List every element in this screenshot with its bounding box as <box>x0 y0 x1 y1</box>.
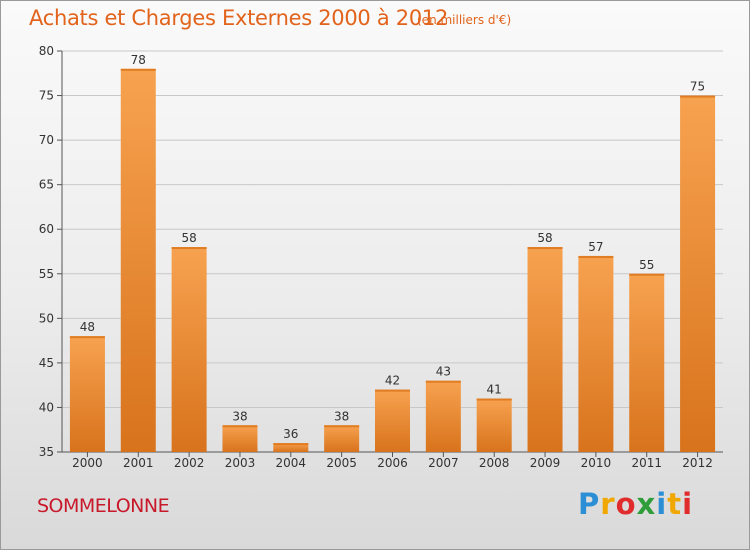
bar-value-label: 41 <box>487 383 502 397</box>
bar-top-edge <box>629 273 665 276</box>
bar-value-label: 57 <box>588 240 603 254</box>
x-tick-label: 2011 <box>631 456 662 470</box>
x-tick-label: 2010 <box>581 456 612 470</box>
bar <box>680 95 716 453</box>
y-tick-label: 45 <box>39 356 54 370</box>
x-tick-label: 2009 <box>530 456 561 470</box>
x-tick-label: 2008 <box>479 456 510 470</box>
bar <box>222 425 258 452</box>
bars <box>69 68 716 453</box>
y-tick-label: 80 <box>39 44 54 58</box>
x-tick-label: 2003 <box>225 456 256 470</box>
bar-top-edge <box>527 247 563 250</box>
brand-logo: Proxiti <box>578 487 693 521</box>
bar <box>578 255 614 452</box>
bar <box>425 380 461 452</box>
bar-value-label: 43 <box>436 365 451 379</box>
bar <box>375 389 410 452</box>
bar-value-label: 38 <box>334 409 349 423</box>
bar-value-label: 36 <box>283 427 298 441</box>
brand-letter: P <box>578 487 601 521</box>
bar <box>171 247 207 452</box>
bar <box>69 336 105 452</box>
x-tick-label: 2007 <box>428 456 459 470</box>
bar-top-edge <box>425 380 461 383</box>
bar <box>476 398 512 452</box>
y-tick-label: 40 <box>39 400 54 414</box>
x-tick-label: 2006 <box>377 456 408 470</box>
x-tick-label: 2005 <box>326 456 357 470</box>
brand-letter: i <box>682 487 694 521</box>
bar-value-label: 48 <box>80 320 95 334</box>
bar-top-edge <box>120 68 156 71</box>
bar-top-edge <box>476 398 512 401</box>
bar-top-edge <box>69 336 105 339</box>
bar-value-label: 78 <box>131 53 146 67</box>
bar <box>273 443 309 452</box>
gridlines <box>62 50 723 408</box>
bar-top-edge <box>578 255 614 258</box>
bar-top-edge <box>171 247 207 250</box>
bar-value-label: 55 <box>639 258 654 272</box>
x-tick-label: 2004 <box>276 456 307 470</box>
brand-letter: o <box>615 487 637 521</box>
y-tick-label: 70 <box>39 133 54 147</box>
brand-letter: i <box>656 487 668 521</box>
bar-top-edge <box>375 389 410 392</box>
x-tick-label: 2012 <box>682 456 713 470</box>
y-tick-label: 50 <box>39 311 54 325</box>
y-tick-label: 60 <box>39 222 54 236</box>
chart-title: Achats et Charges Externes 2000 à 2012 <box>29 6 449 30</box>
bar-top-edge <box>324 425 360 428</box>
bar-value-label: 38 <box>232 409 247 423</box>
bar <box>120 68 156 453</box>
y-tick-label: 35 <box>39 445 54 459</box>
bar-top-edge <box>273 443 309 446</box>
bar <box>324 425 360 452</box>
bar-value-label: 75 <box>690 80 705 94</box>
bar-top-edge <box>680 95 716 98</box>
bar-value-label: 58 <box>181 231 196 245</box>
brand-letter: x <box>636 487 657 521</box>
bar-value-label: 42 <box>385 374 400 388</box>
y-tick-label: 65 <box>39 178 54 192</box>
bar <box>527 247 563 452</box>
bar <box>629 273 665 452</box>
x-tick-label: 2000 <box>72 456 103 470</box>
location-name: SOMMELONNE <box>37 495 170 517</box>
bar-value-label: 58 <box>537 231 552 245</box>
y-tick-label: 75 <box>39 89 54 103</box>
x-tick-label: 2002 <box>174 456 205 470</box>
x-tick-label: 2001 <box>123 456 154 470</box>
bar-top-edge <box>222 425 258 428</box>
labels: 35 40 45 50 55 60 65 70 75 80 48 2000 78 2001 58 2002 38… <box>39 44 713 470</box>
chart-unit-subtitle: (en milliers d'€) <box>417 13 512 27</box>
brand-letter: r <box>600 487 616 521</box>
brand-letter: t <box>667 487 683 521</box>
y-tick-label: 55 <box>39 267 54 281</box>
